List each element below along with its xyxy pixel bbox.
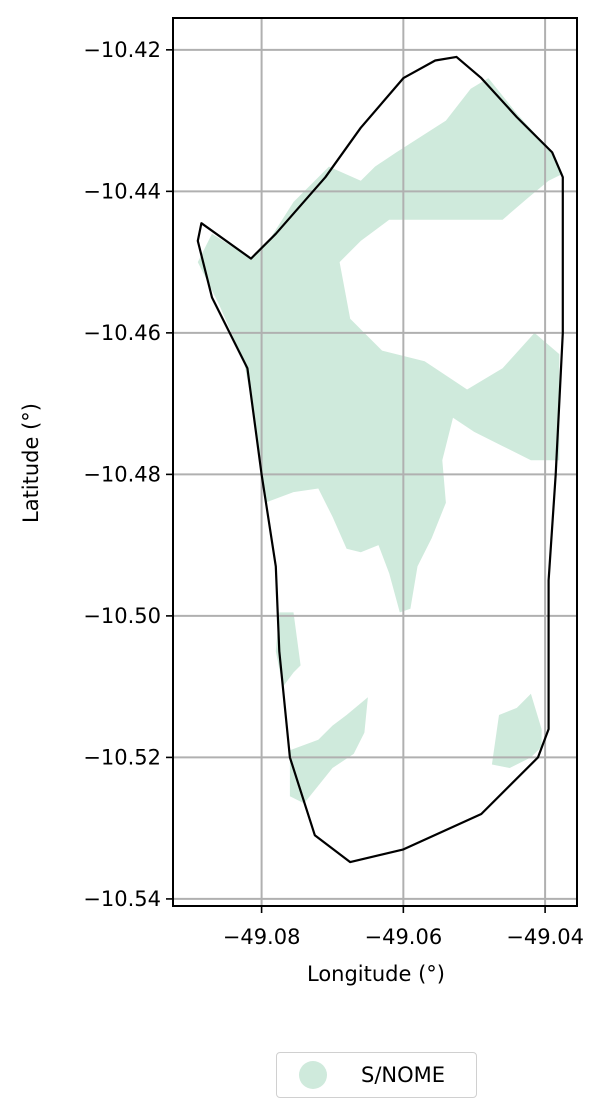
y-tick-label: −10.48 bbox=[83, 462, 161, 486]
region-southeast-patch bbox=[491, 693, 542, 768]
y-tick-label: −10.54 bbox=[83, 887, 161, 911]
plot-frame bbox=[172, 17, 578, 907]
region-north-territory bbox=[197, 78, 563, 613]
grid-layer bbox=[173, 18, 577, 906]
y-tick-label: −10.44 bbox=[83, 179, 161, 203]
region-layer bbox=[197, 78, 563, 804]
y-axis-label: Latitude (°) bbox=[19, 403, 43, 523]
axes-layer: −49.08 −49.06 −49.04 −10.42 −10.44 −10.46 −10.… bbox=[83, 17, 584, 949]
legend-label: S/NOME bbox=[361, 1063, 446, 1087]
y-tick-label: −10.52 bbox=[83, 745, 161, 769]
x-axis-label: Longitude (°) bbox=[307, 962, 445, 986]
boundary-layer bbox=[196, 55, 564, 864]
x-tick-label: −49.04 bbox=[506, 925, 584, 949]
y-tick-label: −10.42 bbox=[83, 38, 161, 62]
map-plot: −49.08 −49.06 −49.04 −10.42 −10.44 −10.46 −10.… bbox=[19, 17, 584, 986]
legend: S/NOME bbox=[276, 1052, 477, 1098]
region-southwest-patch bbox=[289, 697, 368, 804]
y-tick-label: −10.50 bbox=[83, 604, 161, 628]
legend-swatch bbox=[299, 1061, 327, 1089]
municipality-boundary bbox=[196, 55, 564, 864]
x-tick-label: −49.08 bbox=[223, 925, 301, 949]
x-tick-label: −49.06 bbox=[364, 925, 442, 949]
y-tick-label: −10.46 bbox=[83, 321, 161, 345]
